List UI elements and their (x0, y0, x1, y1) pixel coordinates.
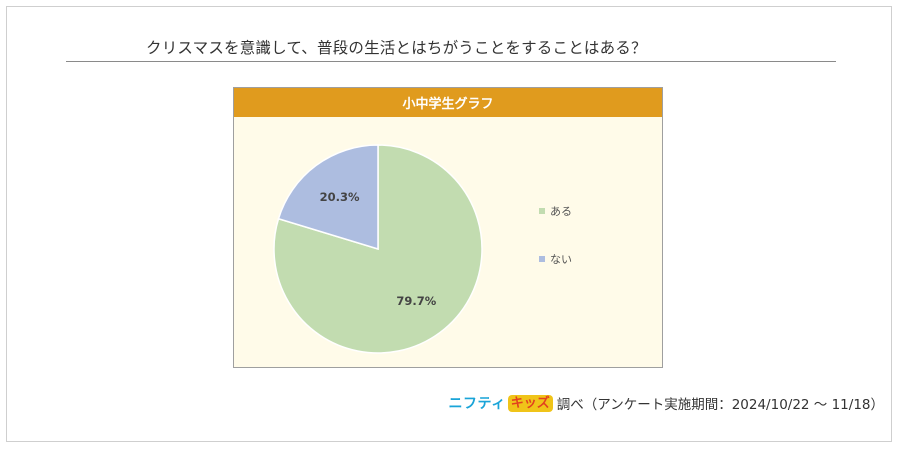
source-note: 調べ（アンケート実施期間：2024/10/22 ～ 11/18） (556, 397, 884, 413)
legend-label-2: ない (550, 253, 572, 266)
legend-swatch-2 (539, 256, 545, 262)
legend-swatch-1 (539, 208, 545, 214)
chart-panel: 小中学生グラフ 79.7% 20.3% あるない (233, 87, 663, 368)
chart-title: 小中学生グラフ (234, 88, 662, 117)
pie-chart: 79.7% 20.3% (273, 144, 483, 354)
legend-item-1: ある (539, 203, 572, 219)
figure-frame (6, 6, 892, 442)
legend-item-2: ない (539, 251, 572, 267)
legend-label-1: ある (550, 205, 572, 218)
source-footer: ニフティ キッズ 調べ（アンケート実施期間：2024/10/22 ～ 11/18… (449, 393, 884, 413)
slice-label-2: 20.3% (320, 190, 360, 204)
slice-label-1: 79.7% (396, 294, 436, 308)
logo-text-kids: キッズ (507, 394, 553, 412)
title-divider (66, 61, 836, 62)
nifty-kids-logo: ニフティ キッズ (449, 393, 553, 413)
survey-question: クリスマスを意識して、普段の生活とはちがうことをすることはある？ (146, 39, 647, 57)
logo-text-nifty: ニフティ (448, 396, 506, 412)
pie-slice-2 (277, 144, 379, 251)
